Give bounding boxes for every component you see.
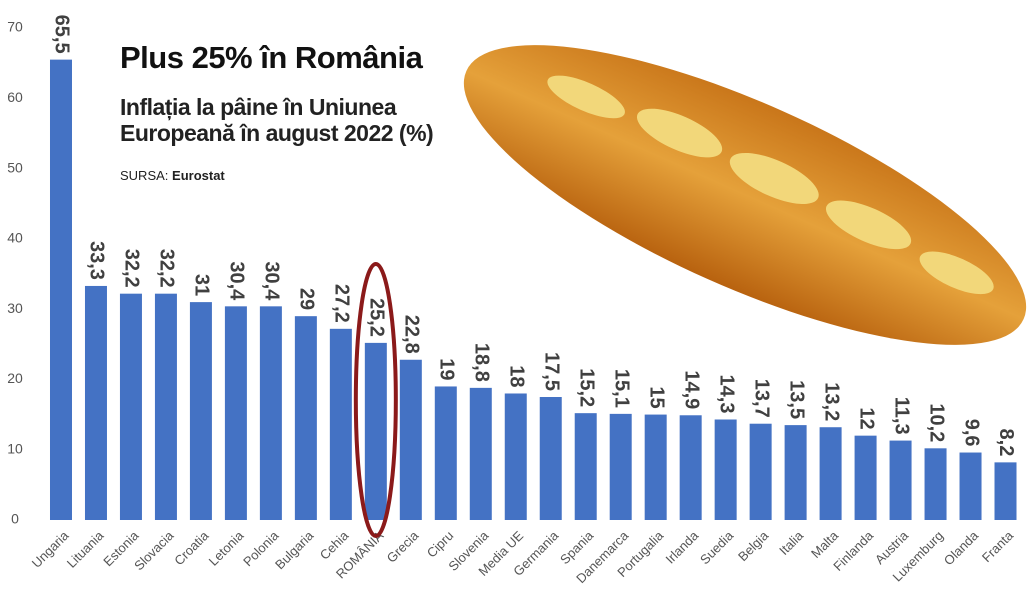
highlight-ellipse xyxy=(353,262,398,538)
value-label: 14,3 xyxy=(715,375,737,414)
value-label: 15,1 xyxy=(610,369,632,408)
value-label: 31 xyxy=(191,274,213,296)
bar xyxy=(609,413,632,520)
x-tick-label: Letonia xyxy=(206,527,247,568)
bar xyxy=(819,427,842,520)
x-tick-label: Bulgaria xyxy=(272,527,317,572)
source: SURSA: Eurostat xyxy=(120,168,225,183)
value-label: 18,8 xyxy=(470,343,492,382)
value-label: 33,3 xyxy=(86,241,108,280)
bar xyxy=(679,415,702,520)
bar xyxy=(49,59,72,520)
bar xyxy=(84,285,107,520)
x-tick-label: Finlanda xyxy=(830,527,876,573)
bar xyxy=(294,316,317,520)
bar xyxy=(539,397,562,520)
x-tick-label: Ungaria xyxy=(29,527,72,570)
bar xyxy=(924,448,947,520)
bar xyxy=(259,306,282,520)
source-label: SURSA: xyxy=(120,168,169,183)
bar xyxy=(154,293,177,520)
value-label: 15,2 xyxy=(575,368,597,407)
x-tick-label: Franta xyxy=(979,527,1017,565)
value-label: 32,2 xyxy=(121,249,143,288)
x-tick-label: Lituania xyxy=(64,527,107,570)
x-tick-label: Suedia xyxy=(697,527,737,567)
x-tick-label: Italia xyxy=(776,527,807,558)
value-label: 22,8 xyxy=(401,315,423,354)
x-tick-label: Olanda xyxy=(941,527,982,568)
value-label: 13,5 xyxy=(785,380,807,419)
y-tick-label: 10 xyxy=(7,440,23,456)
chart-subtitle: Inflația la pâine în Uniunea Europeană î… xyxy=(120,94,434,146)
bar xyxy=(994,462,1017,520)
bar xyxy=(434,386,457,520)
value-label: 10,2 xyxy=(925,403,947,442)
value-label: 14,9 xyxy=(680,370,702,409)
x-tick-label: Slovacia xyxy=(131,527,177,573)
bar xyxy=(189,302,212,520)
value-label: 17,5 xyxy=(540,352,562,391)
bar xyxy=(224,306,247,520)
value-label: 29 xyxy=(296,288,318,310)
value-label: 18 xyxy=(505,365,527,387)
bar xyxy=(399,359,422,520)
x-tick-label: Cipru xyxy=(424,528,457,561)
value-label: 15 xyxy=(645,386,667,408)
bar xyxy=(749,423,772,520)
value-label: 32,2 xyxy=(156,249,178,288)
value-label: 13,2 xyxy=(820,382,842,421)
value-label: 13,7 xyxy=(750,379,772,418)
value-label: 30,4 xyxy=(226,261,248,301)
value-label: 30,4 xyxy=(261,261,283,301)
value-label: 12 xyxy=(855,407,877,429)
bar xyxy=(119,293,142,520)
x-tick-label: Croatia xyxy=(171,527,212,568)
x-tick-label: Grecia xyxy=(384,527,422,565)
chart-title: Plus 25% în România xyxy=(120,40,423,75)
y-tick-label: 20 xyxy=(7,370,23,386)
x-tick-label: Irlanda xyxy=(663,527,702,566)
bar xyxy=(714,419,737,520)
bar xyxy=(364,342,387,520)
bar xyxy=(644,414,667,520)
value-label: 27,2 xyxy=(331,284,353,323)
value-label: 25,2 xyxy=(366,298,388,337)
value-label: 11,3 xyxy=(890,397,912,435)
y-tick-label: 70 xyxy=(7,19,23,35)
value-label: 19 xyxy=(436,358,458,380)
y-tick-label: 30 xyxy=(7,300,23,316)
y-tick-label: 0 xyxy=(11,511,19,527)
source-name: Eurostat xyxy=(172,168,225,183)
y-tick-label: 40 xyxy=(7,230,23,246)
y-tick-label: 60 xyxy=(7,89,23,105)
value-label: 9,6 xyxy=(960,419,982,447)
bar xyxy=(889,440,912,520)
y-tick-label: 50 xyxy=(7,159,23,175)
bar xyxy=(574,413,597,520)
bar xyxy=(784,425,807,520)
bar xyxy=(959,452,982,520)
bar xyxy=(854,435,877,520)
bar xyxy=(504,393,527,520)
x-tick-label: Belgia xyxy=(735,527,772,564)
bar xyxy=(469,387,492,520)
value-label: 8,2 xyxy=(995,429,1017,457)
bar xyxy=(329,328,352,520)
bread-illustration xyxy=(463,45,1027,345)
value-label: 65,5 xyxy=(51,15,73,54)
